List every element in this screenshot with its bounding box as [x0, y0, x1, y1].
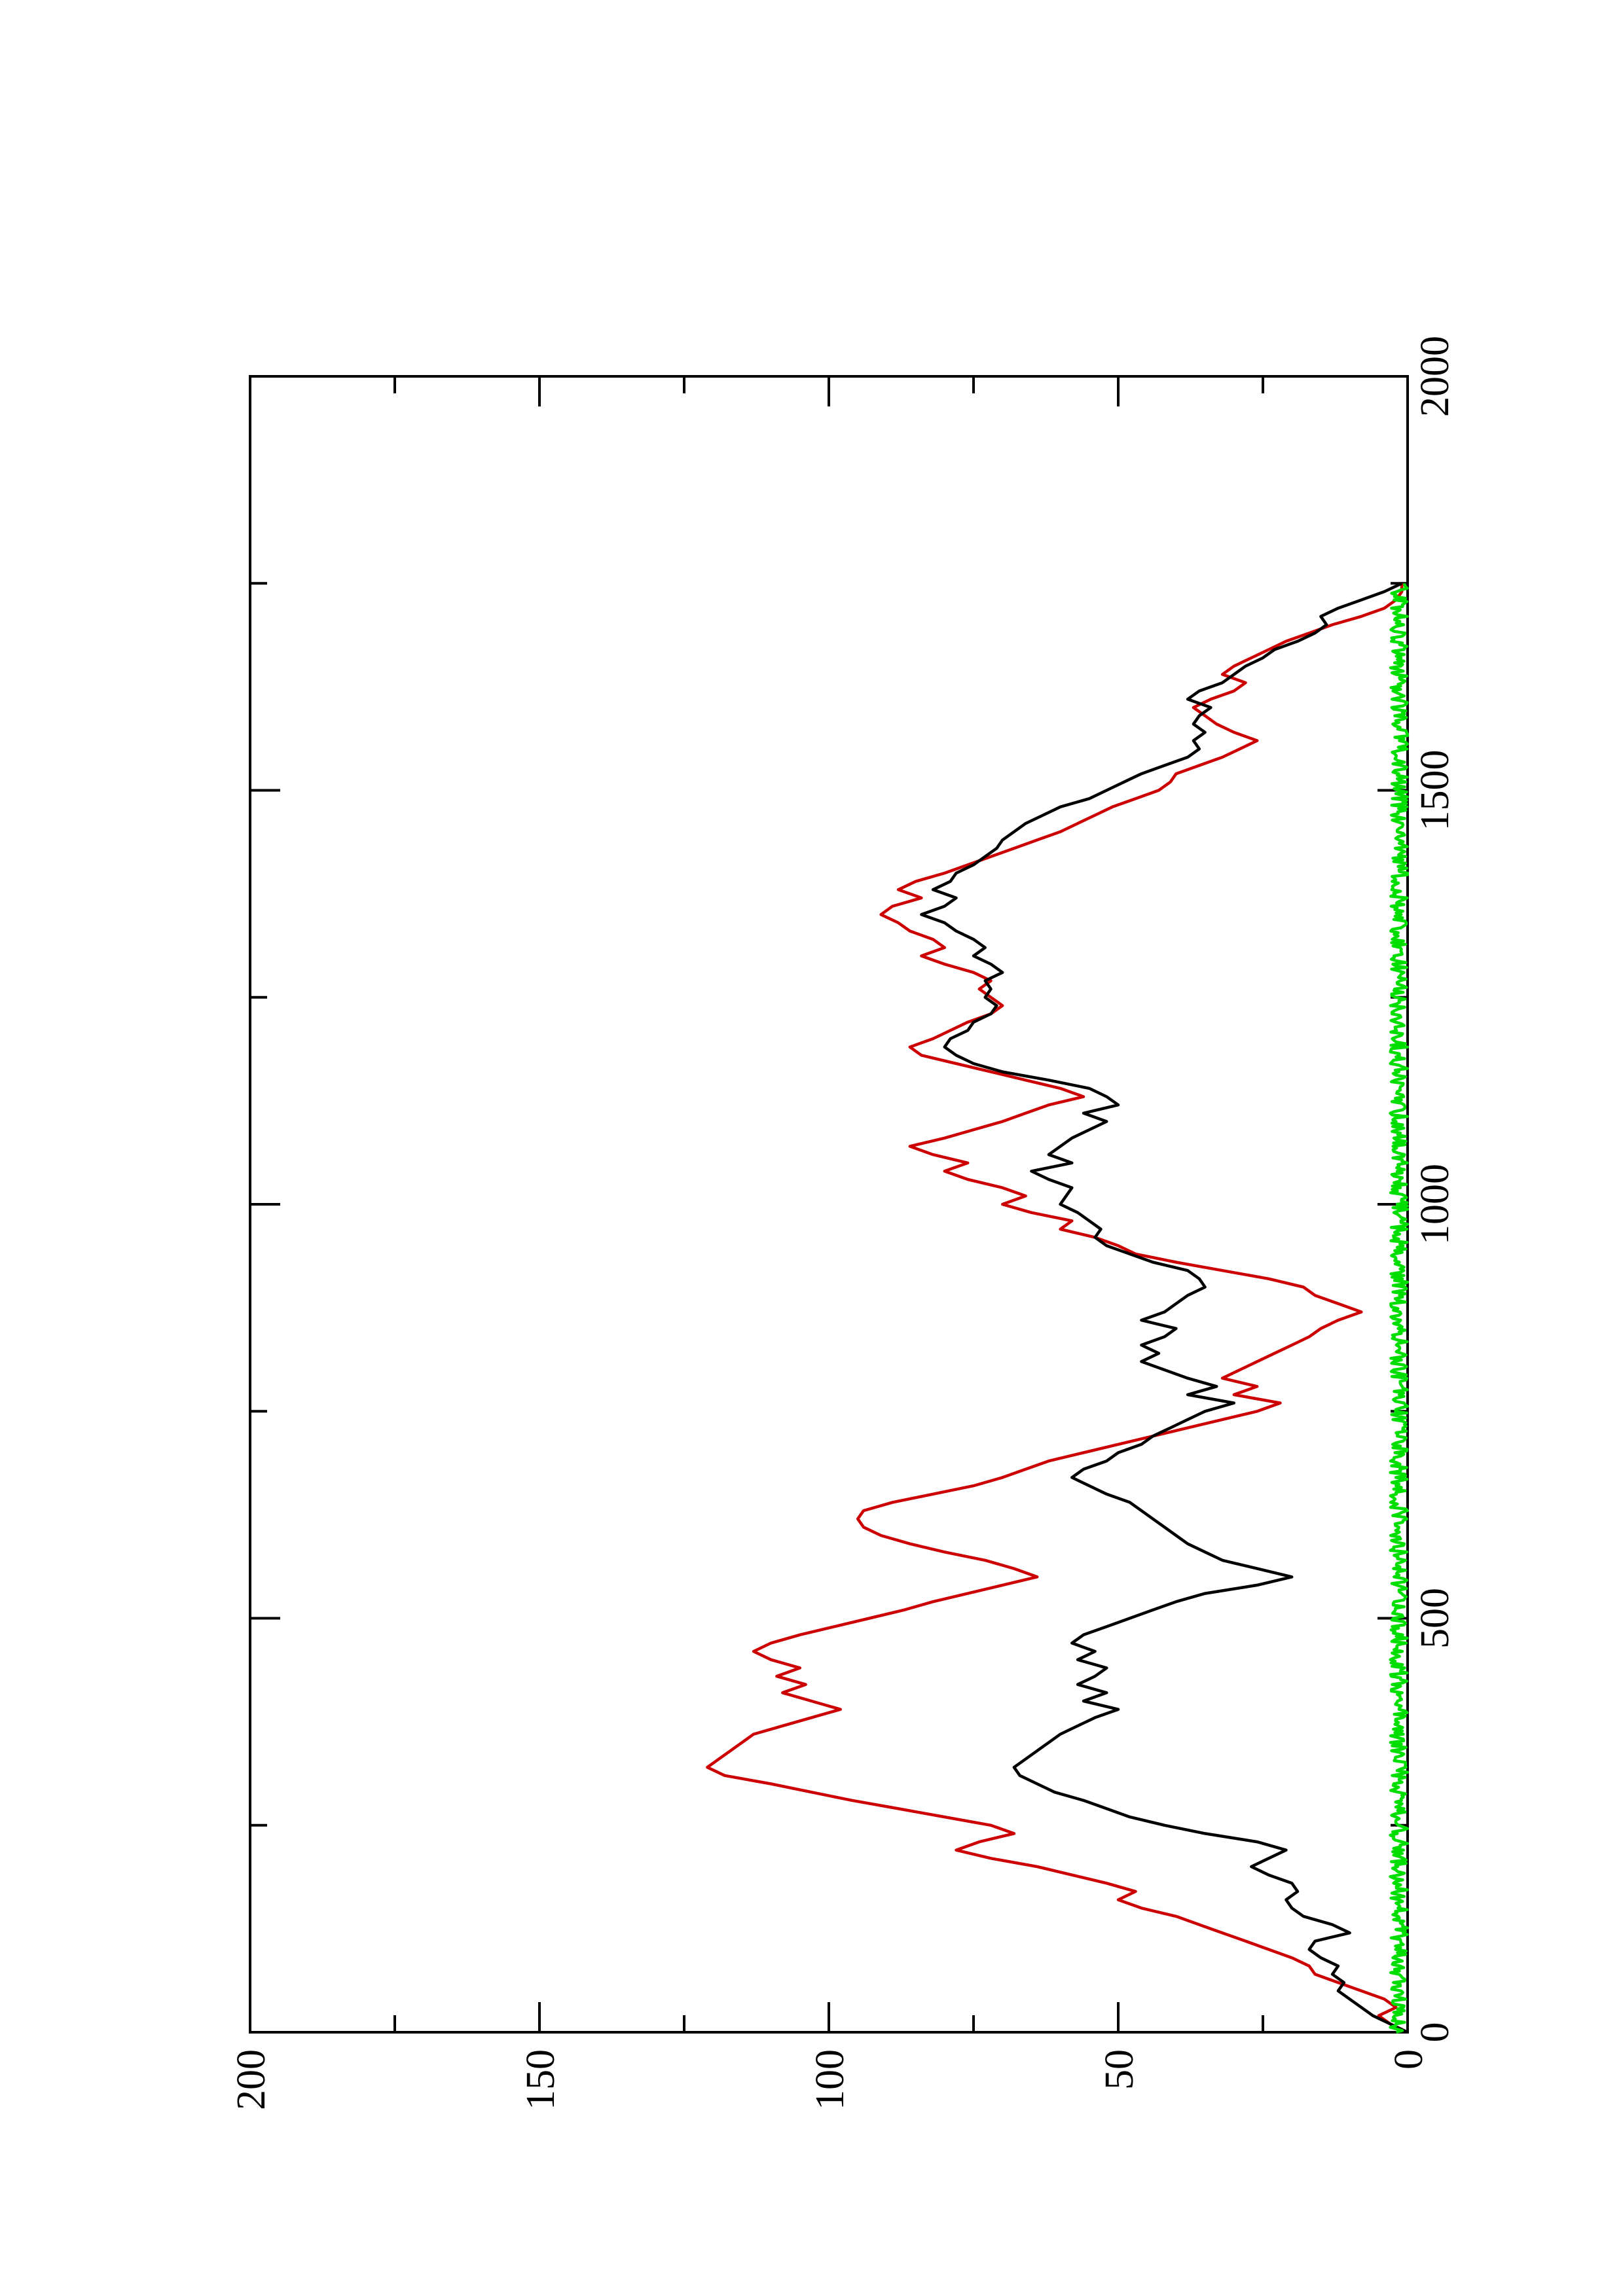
- series-line-2: [1389, 583, 1410, 2034]
- x-tick-label: 500: [1413, 1588, 1457, 1649]
- x-tick-label: 1500: [1413, 750, 1457, 831]
- x-tick-label: 0: [1413, 2022, 1457, 2043]
- series-line-1: [920, 582, 1408, 2034]
- plot-frame: [249, 375, 1409, 2034]
- plot-area: 0 500 1000 1500 2000 0 50 100 150 200: [229, 336, 1457, 2110]
- y-tick-label: 200: [229, 2049, 274, 2110]
- x-tick-label: 2000: [1413, 336, 1457, 417]
- y-tick-label: 0: [1387, 2049, 1431, 2070]
- y-tick-label: 50: [1097, 2049, 1142, 2090]
- y-tick-label: 150: [519, 2049, 563, 2110]
- y-tick-label: 100: [808, 2049, 852, 2110]
- series-line-0: [706, 583, 1408, 2034]
- x-tick-label: 1000: [1413, 1164, 1457, 1245]
